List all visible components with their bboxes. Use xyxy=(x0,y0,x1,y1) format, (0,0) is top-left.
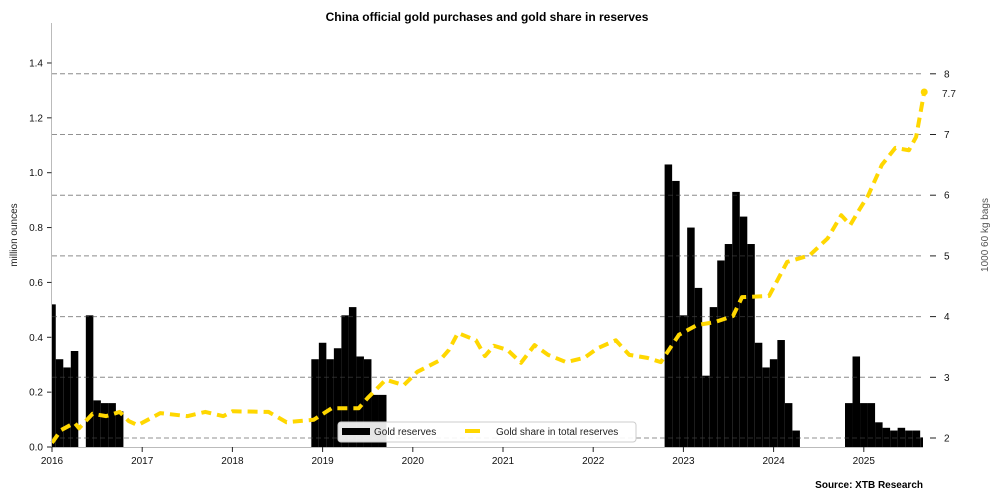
gold-share-line xyxy=(50,91,927,445)
bar xyxy=(860,403,868,447)
bar xyxy=(724,244,733,447)
bar xyxy=(52,304,56,447)
bar xyxy=(920,437,923,447)
bar xyxy=(702,375,710,447)
left-tick-label: 1.2 xyxy=(29,113,43,124)
bar xyxy=(318,342,327,447)
bar xyxy=(852,356,861,447)
bar xyxy=(70,350,79,447)
bar xyxy=(63,367,71,447)
bar xyxy=(890,430,898,447)
bar xyxy=(115,411,124,447)
bar xyxy=(341,315,349,447)
left-tick-label: 1.0 xyxy=(29,168,43,179)
right-tick-label: 3 xyxy=(944,373,950,384)
chart-title: China official gold purchases and gold s… xyxy=(326,10,649,24)
source-note: Source: XTB Research xyxy=(815,480,923,491)
right-tick-label: 5 xyxy=(944,251,950,262)
bar xyxy=(882,427,891,447)
legend-label-line: Gold share in total reserves xyxy=(496,427,618,438)
bar xyxy=(694,287,703,447)
line-series xyxy=(50,88,928,445)
x-tick-label: 2020 xyxy=(402,456,425,467)
bar xyxy=(845,403,853,447)
bar xyxy=(905,430,913,447)
bar xyxy=(792,430,800,447)
x-tick-label: 2023 xyxy=(672,456,695,467)
last-point-marker xyxy=(920,88,928,96)
bar xyxy=(378,394,387,447)
x-tick-label: 2016 xyxy=(41,456,64,467)
axes: 0.0 0.2 0.4 0.6 0.8 1.0 1.2 1.4 2 3 4 5 6 7 8 2016 2017 2… xyxy=(29,23,950,467)
bar xyxy=(371,394,379,447)
bar xyxy=(326,359,334,447)
left-tick-label: 1.4 xyxy=(29,58,43,69)
bar xyxy=(311,359,319,447)
x-tick-label: 2017 xyxy=(131,456,154,467)
last-value-label: 7.7 xyxy=(942,89,956,100)
bar xyxy=(897,427,906,447)
bar xyxy=(747,244,755,447)
bar xyxy=(85,315,94,447)
x-tick-label: 2019 xyxy=(311,456,334,467)
bar xyxy=(739,216,748,447)
legend: Gold reserves Gold share in total reserv… xyxy=(337,421,637,443)
legend-swatch-bars xyxy=(342,428,370,435)
right-tick-label: 6 xyxy=(944,191,950,202)
left-tick-label: 0.0 xyxy=(29,443,43,454)
bar xyxy=(672,180,680,447)
bar xyxy=(762,367,770,447)
right-tick-label: 4 xyxy=(944,312,950,323)
bar-series xyxy=(52,164,923,447)
bar xyxy=(55,359,64,447)
legend-label-bars: Gold reserves xyxy=(374,427,436,438)
right-axis-label: 1000 60 kg bags xyxy=(980,198,991,272)
x-tick-label: 2025 xyxy=(853,456,876,467)
gridlines-overlay xyxy=(52,73,923,439)
bar xyxy=(784,403,793,447)
bar xyxy=(100,403,109,447)
x-tick-label: 2024 xyxy=(762,456,785,467)
bar xyxy=(679,315,688,447)
bar xyxy=(717,260,725,447)
bar xyxy=(912,430,921,447)
bar xyxy=(709,307,718,447)
x-tick-label: 2018 xyxy=(221,456,244,467)
bar xyxy=(754,342,763,447)
bar xyxy=(356,356,364,447)
x-tick-label: 2021 xyxy=(492,456,515,467)
bar xyxy=(769,359,778,447)
left-tick-label: 0.6 xyxy=(29,278,43,289)
left-axis-label: million ounces xyxy=(9,203,20,266)
left-tick-label: 0.4 xyxy=(29,333,43,344)
right-tick-label: 8 xyxy=(944,69,950,80)
left-tick-label: 0.8 xyxy=(29,223,43,234)
left-tick-label: 0.2 xyxy=(29,388,43,399)
right-tick-label: 7 xyxy=(944,130,950,141)
bar xyxy=(333,348,342,447)
bar xyxy=(867,403,876,447)
bar xyxy=(732,191,740,447)
bar xyxy=(93,400,101,447)
bar xyxy=(664,164,673,447)
bar xyxy=(363,359,372,447)
right-tick-label: 2 xyxy=(944,434,950,445)
bar xyxy=(687,227,695,447)
bar xyxy=(777,340,785,447)
bar xyxy=(875,422,883,447)
bar xyxy=(108,403,116,447)
x-tick-label: 2022 xyxy=(582,456,605,467)
